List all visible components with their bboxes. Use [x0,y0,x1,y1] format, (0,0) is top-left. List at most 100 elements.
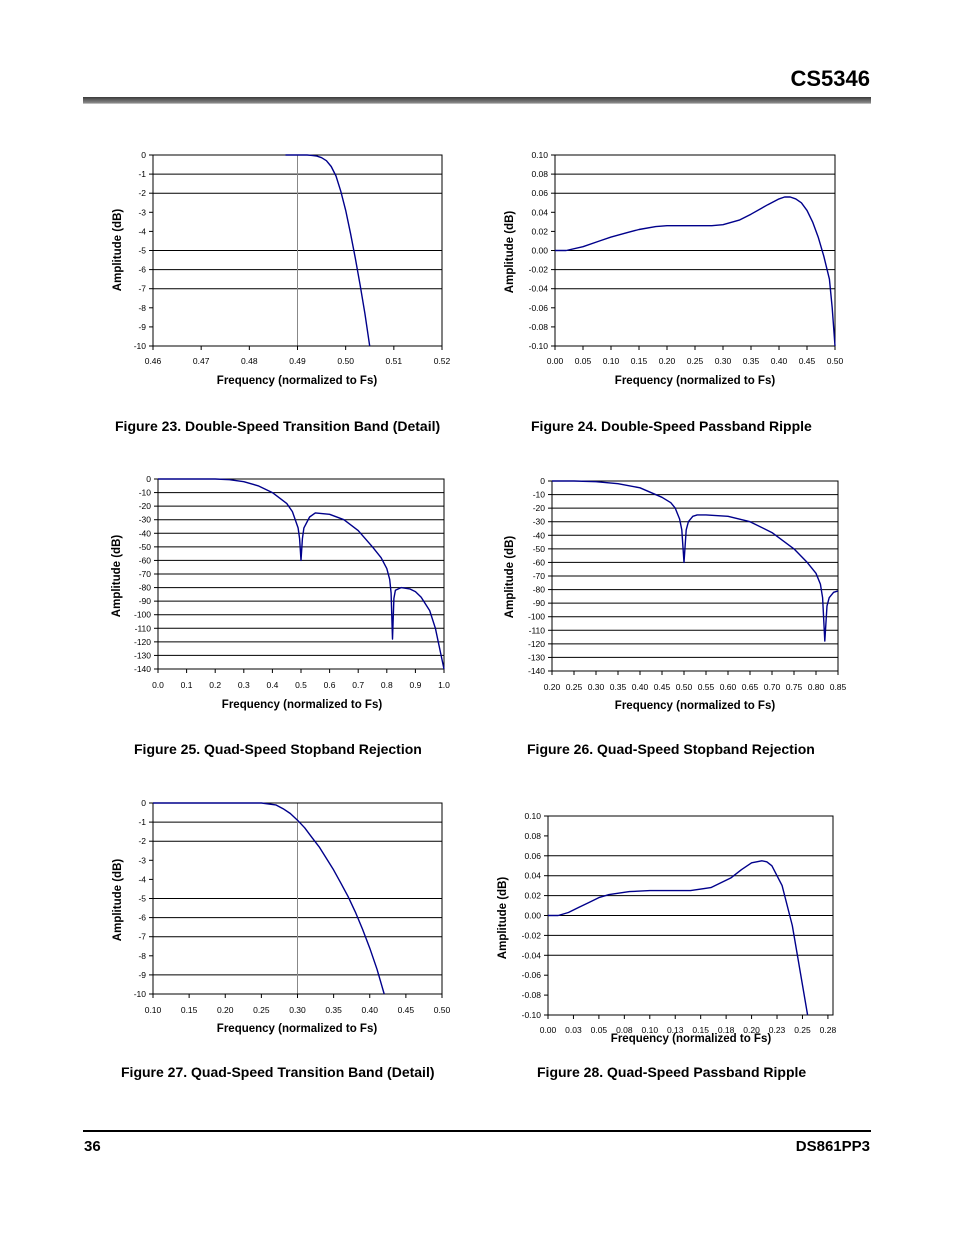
y-tick-label: 0.00 [531,246,548,256]
y-tick-label: 0 [146,474,151,484]
x-tick-label: 0.46 [145,356,162,366]
x-axis-label: Frequency (normalized to Fs) [217,1023,378,1035]
x-tick-label: 0.6 [324,680,336,690]
y-tick-label: -10 [134,341,147,351]
x-tick-label: 0.30 [588,682,605,692]
y-tick-label: 0.06 [524,851,541,861]
x-tick-label: 0.45 [654,682,671,692]
x-tick-label: 0.2 [209,680,221,690]
figure-23-caption: Figure 23. Double-Speed Transition Band … [115,418,441,434]
page-number: 36 [84,1138,101,1155]
y-tick-label: 0.02 [524,891,541,901]
y-tick-label: -40 [139,528,152,538]
series-line [285,154,371,347]
y-tick-label: -2 [138,188,146,198]
x-tick-label: 0.75 [786,682,803,692]
y-tick-label: -60 [533,557,546,567]
y-tick-label: -0.04 [529,284,549,294]
x-tick-label: 0.40 [632,682,649,692]
y-tick-label: 0.08 [531,169,548,179]
x-tick-label: 0.49 [289,356,306,366]
x-tick-label: 0.47 [193,356,210,366]
y-tick-label: 0.04 [531,207,548,217]
y-tick-label: -4 [138,874,146,884]
x-tick-label: 0.40 [771,356,788,366]
x-tick-label: 0.35 [610,682,627,692]
x-tick-label: 0.10 [642,1025,659,1035]
x-tick-label: 0.5 [295,680,307,690]
y-tick-label: -0.08 [522,990,542,1000]
x-axis-label: Frequency (normalized to Fs) [222,699,383,711]
y-tick-label: 0.00 [524,911,541,921]
x-tick-label: 0.18 [718,1025,735,1035]
series-line [555,196,836,347]
y-tick-label: -20 [533,503,546,513]
y-axis-label: Amplitude (dB) [112,859,124,942]
x-tick-label: 0.70 [764,682,781,692]
y-tick-label: 0.08 [524,831,541,841]
y-axis-label: Amplitude (dB) [112,209,124,292]
x-tick-label: 0.3 [238,680,250,690]
x-tick-label: 0.23 [769,1025,786,1035]
series-line [548,860,809,1016]
x-tick-label: 0.35 [743,356,760,366]
y-tick-label: -90 [533,598,546,608]
y-tick-label: -100 [134,610,151,620]
y-tick-label: -5 [138,894,146,904]
y-tick-label: -120 [528,639,545,649]
y-tick-label: 0.04 [524,871,541,881]
y-tick-label: -8 [138,951,146,961]
y-tick-label: 0 [540,476,545,486]
x-tick-label: 0.51 [386,356,403,366]
y-tick-label: -30 [139,515,152,525]
x-tick-label: 0.55 [698,682,715,692]
y-tick-label: -100 [528,612,545,622]
y-tick-label: -20 [139,501,152,511]
x-tick-label: 0.10 [603,356,620,366]
series-line [158,478,445,670]
x-tick-label: 0.08 [616,1025,633,1035]
x-tick-label: 0.00 [547,356,564,366]
y-tick-label: -0.10 [529,341,549,351]
y-tick-label: -10 [533,490,546,500]
y-tick-label: -70 [533,571,546,581]
y-tick-label: -110 [529,625,546,635]
x-tick-label: 0.4 [266,680,278,690]
y-tick-label: 0 [141,150,146,160]
y-axis-label: Amplitude (dB) [111,535,123,618]
y-tick-label: -80 [139,583,152,593]
y-tick-label: -0.02 [522,930,542,940]
x-tick-label: 0.05 [575,356,592,366]
series-line [153,802,385,995]
figure-27-caption: Figure 27. Quad-Speed Transition Band (D… [121,1064,435,1080]
x-tick-label: 0.45 [799,356,816,366]
x-tick-label: 0.25 [687,356,704,366]
y-tick-label: -7 [138,932,146,942]
x-tick-label: 0.30 [289,1005,306,1015]
y-tick-label: -130 [528,652,545,662]
y-tick-label: -5 [138,246,146,256]
y-tick-label: 0 [141,798,146,808]
x-tick-label: 0.48 [241,356,258,366]
x-tick-label: 0.30 [715,356,732,366]
x-tick-label: 0.80 [808,682,825,692]
x-axis-label: Frequency (normalized to Fs) [217,375,378,387]
x-axis-label: Frequency (normalized to Fs) [611,1033,772,1045]
y-tick-label: -90 [139,596,152,606]
x-tick-label: 0.1 [181,680,193,690]
x-tick-label: 0.60 [720,682,737,692]
x-tick-label: 0.00 [540,1025,557,1035]
x-tick-label: 0.20 [217,1005,234,1015]
y-axis-label: Amplitude (dB) [504,211,516,294]
x-tick-label: 0.25 [253,1005,270,1015]
y-tick-label: -6 [138,913,146,923]
y-tick-label: -3 [138,855,146,865]
footer-rule [83,1130,871,1132]
y-tick-label: -80 [533,585,546,595]
x-tick-label: 0.25 [566,682,583,692]
